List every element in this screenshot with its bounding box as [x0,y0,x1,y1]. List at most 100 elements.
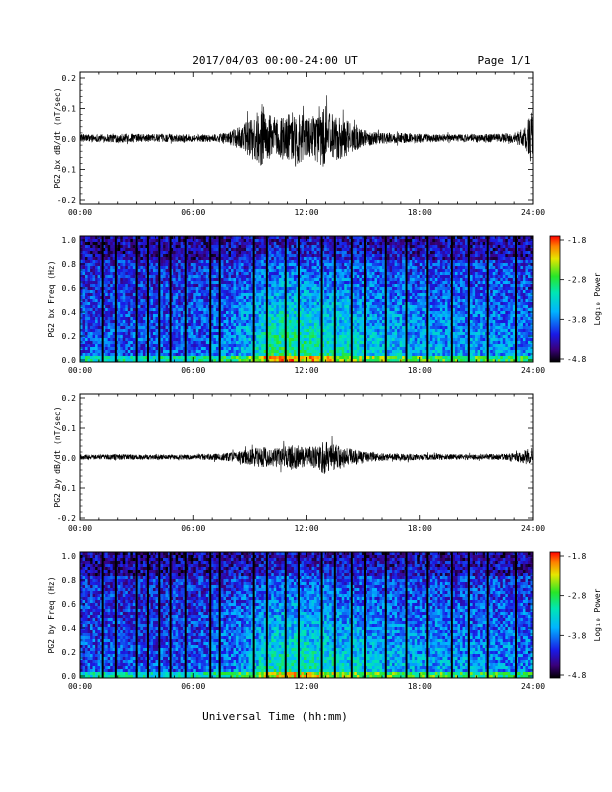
bx-spec-cell [125,347,129,351]
bx-spec-cell [160,332,164,336]
bx-spec-cell [175,314,179,318]
bx-spec-cell [349,317,353,321]
bx-spec-cell [361,269,365,273]
bx-spec-cell [82,341,86,345]
bx-spec-cell [233,341,237,345]
bx-spec-cell [316,350,320,354]
bx-spec-cell [366,326,370,330]
bx-spec-cell [155,320,159,324]
bx-spec-cell [366,287,370,291]
bx-spec-cell [142,242,146,246]
bx-spec-cell [122,275,126,279]
bx-spec-cell [228,341,232,345]
bx-spec-cell [341,335,345,339]
bx-spec-cell [142,272,146,276]
bx-spec-cell [110,257,114,261]
bx-spec-cell [233,344,237,348]
bx-spec-cell [205,347,209,351]
bx-spec-cell [271,332,275,336]
bx-spec-cell [356,347,360,351]
bx-spec-cell [263,302,267,306]
bx-spec-cell [140,359,144,363]
bx-spec-cell [160,317,164,321]
bx-spec-cell [306,254,310,258]
bx-spec-cell [356,344,360,348]
bx-spec-cell [168,254,171,258]
bx-spec-cell [351,287,355,291]
bx-ts-xtick-label: 12:00 [294,208,318,217]
bx-spec-cell [205,305,209,309]
bx-spec-cell [228,293,232,297]
bx-spec-cell [321,317,325,321]
bx-spec-cell [339,272,343,276]
bx-spec-cell [311,266,315,270]
bx-spec-cell [220,239,224,243]
bx-spec-cell [82,332,86,336]
bx-spec-cell [276,278,280,282]
bx-spec-cell [314,308,317,312]
bx-spec-cell [321,338,325,342]
bx-spec-cell [298,263,302,267]
bx-spec-cell [90,350,93,354]
bx-spec-cell [354,236,358,240]
bx-spec-cell [102,293,106,297]
bx-spec-cell [190,344,194,348]
bx-spec-cell [349,356,353,360]
bx-spec-cell [286,350,290,354]
bx-spec-cell [120,356,124,360]
bx-spec-cell [137,335,141,339]
bx-spec-cell [173,278,176,282]
bx-spec-cell [228,245,232,249]
bx-spec-cell [228,287,232,291]
bx-spec-cell [298,326,302,330]
bx-spec-cell [253,341,257,345]
bx-spec-cell [137,329,141,333]
bx-spec-cell [263,344,267,348]
bx-spec-cell [261,275,265,279]
bx-spec-cell [163,329,166,333]
bx-spec-cell [354,308,358,312]
bx-spec-cell [190,290,194,294]
bx-spec-cell [228,302,232,306]
bx-spec-cell [168,275,171,279]
bx-spec-cell [243,257,247,261]
bx-spec-cell [155,344,159,348]
bx-spec-cell [185,347,189,351]
bx-spec-cell [198,302,202,306]
bx-spec-cell [276,290,280,294]
bx-spec-cell [253,314,257,318]
bx-spec-cell [288,290,292,294]
bx-spec-cell [236,245,239,249]
bx-spec-cell [140,254,144,258]
bx-spec-cell [142,314,146,318]
bx-spec-cell [351,332,355,336]
bx-spec-cell [233,308,237,312]
bx-spec-cell [263,281,267,285]
bx-spec-cell [95,308,98,312]
bx-spec-cell [140,272,144,276]
bx-spec-cell [145,287,149,291]
bx-spec-cell [351,359,355,363]
bx-spec-cell [349,245,353,249]
bx-spec-cell [170,296,174,300]
bx-spec-cell [175,320,179,324]
bx-spec-cell [311,356,315,360]
bx-spec-cell [303,275,307,279]
bx-spec-cell [301,338,305,342]
bx-spec-cell [286,272,290,276]
bx-spec-cell [281,236,285,240]
bx-spec-cell [145,272,149,276]
bx-spec-cell [95,281,98,285]
bx-spec-cell [293,293,297,297]
bx-spec-cell [341,263,345,267]
bx-spec-cell [198,275,202,279]
bx-spec-cell [319,236,322,240]
bx-spec-cell [366,266,370,270]
bx-spec-cell [180,236,184,240]
bx-spec-cell [140,314,144,318]
bx-spec-cell [356,257,360,261]
bx-spec-cell [228,320,232,324]
bx-spec-cell [276,299,280,303]
bx-spec-cell [241,275,244,279]
bx-spec-cell [296,248,300,252]
